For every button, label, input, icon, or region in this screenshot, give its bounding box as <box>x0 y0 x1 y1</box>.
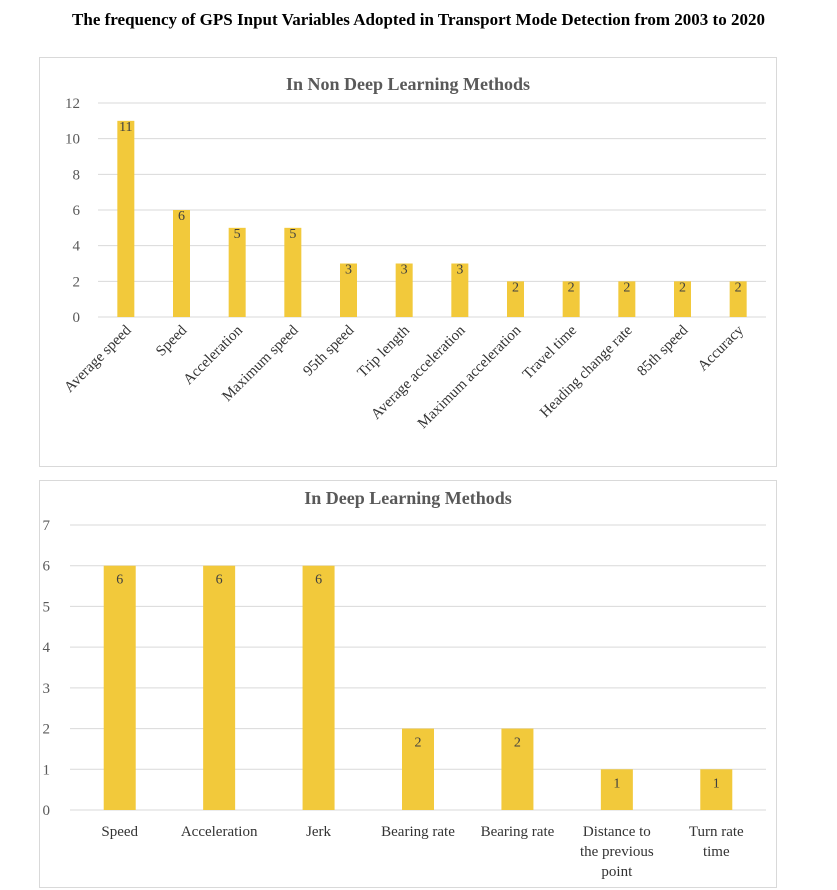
x-tick-label: 85th speed <box>634 322 691 379</box>
x-tick-label: Travel time <box>520 322 580 382</box>
data-label: 3 <box>345 263 352 278</box>
y-tick-label: 4 <box>73 239 81 255</box>
data-label: 6 <box>315 573 322 588</box>
y-tick-label: 3 <box>43 681 51 697</box>
x-tick-label: Accuracy <box>695 322 747 374</box>
bar <box>203 565 236 810</box>
x-tick-label: Bearing rate <box>481 824 555 840</box>
y-tick-label: 10 <box>65 132 80 148</box>
chart-panel-deep-learning: In Deep Learning Methods 0 1 2 3 4 5 6 7 6 Speed 6 A… <box>39 480 777 888</box>
data-label: 2 <box>679 280 686 295</box>
bar <box>228 227 246 317</box>
bar <box>173 210 190 317</box>
data-label: 1 <box>713 776 720 791</box>
y-tick-label: 4 <box>43 640 51 656</box>
data-label: 2 <box>623 280 630 295</box>
y-tick-label: 12 <box>65 96 80 112</box>
y-tick-label: 2 <box>73 274 81 290</box>
x-tick-label: Trip length <box>355 322 414 381</box>
page-title: The frequency of GPS Input Variables Ado… <box>72 10 765 29</box>
x-tick-label: 95th speed <box>300 322 357 379</box>
x-tick-label: Speed <box>101 824 138 840</box>
bar <box>117 120 135 317</box>
bar <box>395 263 413 317</box>
data-label: 2 <box>735 280 742 295</box>
bar <box>451 263 469 317</box>
x-tick-label: Acceleration <box>181 824 258 840</box>
data-label: 5 <box>289 227 296 242</box>
data-label: 3 <box>401 263 408 278</box>
bar <box>302 565 335 810</box>
data-label: 3 <box>456 263 463 278</box>
chart-title: In Deep Learning Methods <box>304 488 512 508</box>
y-tick-label: 2 <box>43 722 51 738</box>
data-label: 6 <box>116 573 123 588</box>
x-tick-label: Heading change rate <box>537 322 636 421</box>
bar <box>402 728 434 810</box>
x-tick-label: Average speed <box>61 322 135 396</box>
data-label: 6 <box>216 573 223 588</box>
x-tick-label: Speed <box>153 322 191 360</box>
y-tick-label: 1 <box>43 762 51 778</box>
bar <box>284 227 302 317</box>
x-tick-label: Jerk <box>306 824 331 840</box>
bar <box>700 769 733 810</box>
bar <box>562 281 580 317</box>
bar-chart-non-deep-learning: In Non Deep Learning Methods 0 2 4 6 8 10 12 11 A… <box>61 74 766 432</box>
x-tick-label: Bearing rate <box>381 824 455 840</box>
bar <box>501 728 534 810</box>
y-tick-label: 0 <box>43 803 51 819</box>
data-label: 5 <box>234 227 241 242</box>
bar <box>103 565 136 810</box>
bar <box>340 263 357 317</box>
data-label: 1 <box>613 776 620 791</box>
data-label: 2 <box>514 736 521 751</box>
y-tick-label: 8 <box>73 167 81 183</box>
bar <box>674 281 691 317</box>
data-label: 6 <box>178 209 185 224</box>
y-tick-label: 7 <box>43 518 51 534</box>
y-tick-label: 6 <box>43 559 51 575</box>
x-tick-label: Average acceleration <box>368 322 469 423</box>
bar <box>507 281 524 317</box>
bar <box>618 281 636 317</box>
y-tick-label: 0 <box>73 310 81 326</box>
data-label: 2 <box>512 280 519 295</box>
x-tick-label: Maximum acceleration <box>415 322 525 432</box>
data-label: 11 <box>119 120 132 135</box>
bar <box>729 281 747 317</box>
data-label: 2 <box>568 280 575 295</box>
bar-chart-deep-learning: In Deep Learning Methods 0 1 2 3 4 5 6 7 6 Speed 6 A… <box>43 488 766 880</box>
y-tick-label: 5 <box>43 599 51 615</box>
bar <box>600 769 633 810</box>
y-tick-label: 6 <box>73 203 81 219</box>
data-label: 2 <box>415 736 422 751</box>
chart-title: In Non Deep Learning Methods <box>286 74 530 94</box>
x-tick-label: Distance to the previous point <box>580 824 654 880</box>
chart-panel-non-deep-learning: In Non Deep Learning Methods 0 2 4 6 8 10 12 11 A… <box>39 57 777 467</box>
x-tick-label: Turn rate time <box>689 824 744 860</box>
